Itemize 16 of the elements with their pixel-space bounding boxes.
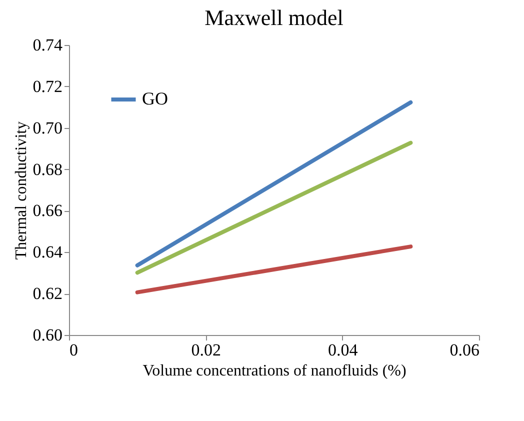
x-axis-title: Volume concentrations of nanofluids (%) — [142, 362, 406, 380]
y-tick-label: 0.62 — [32, 284, 62, 304]
y-tick-label: 0.64 — [32, 242, 63, 262]
y-tick-label: 0.74 — [32, 36, 63, 54]
y-tick-label: 0.70 — [32, 118, 62, 138]
y-tick-label: 0.68 — [32, 160, 62, 179]
x-tick-label: 0 — [70, 340, 78, 360]
x-tick-label: 0.04 — [328, 340, 358, 360]
x-tick-label: 0.02 — [191, 340, 222, 360]
x-tick-label: 0.06 — [450, 340, 480, 360]
chart-title: Maxwell model — [204, 5, 344, 30]
y-tick-label: 0.60 — [32, 326, 62, 344]
y-tick-label: 0.72 — [32, 76, 62, 96]
y-axis-title: Thermal conductivity — [12, 121, 30, 260]
y-tick-label: 0.66 — [32, 201, 62, 220]
legend-label: GO — [142, 88, 168, 108]
